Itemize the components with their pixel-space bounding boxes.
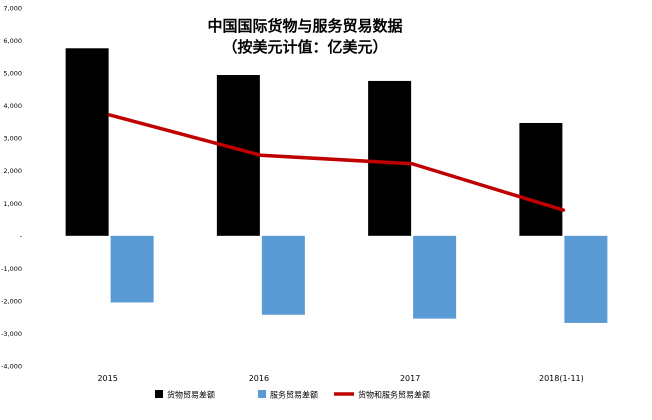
y-tick-label: 2,000 bbox=[3, 167, 22, 175]
chart-title-line2: （按美元计值：亿美元） bbox=[222, 38, 387, 56]
bar-goods-balance bbox=[217, 75, 260, 236]
y-tick-label: 7,000 bbox=[3, 5, 22, 13]
x-category-label: 2018(1-11) bbox=[539, 374, 584, 383]
bar-services-balance bbox=[262, 236, 305, 315]
x-category-label: 2017 bbox=[400, 374, 420, 383]
y-tick-label: -2,000 bbox=[1, 297, 22, 305]
x-category-label: 2016 bbox=[249, 374, 269, 383]
legend: 货物贸易差额 服务贸易差额 货物和服务贸易差额 bbox=[155, 390, 430, 400]
bar-services-balance bbox=[564, 236, 607, 323]
y-axis-ticks: -4,000-3,000-2,000-1,000-1,0002,0003,000… bbox=[1, 5, 23, 371]
line-total-balance bbox=[110, 115, 564, 210]
bar-goods-balance bbox=[519, 123, 562, 236]
line-series-group bbox=[110, 115, 564, 210]
legend-label: 货物贸易差额 bbox=[167, 390, 215, 400]
y-tick-label: -1,000 bbox=[1, 265, 22, 273]
x-axis-labels: 2015 2016 2017 2018(1-11) bbox=[97, 374, 583, 383]
bar-services-balance bbox=[111, 236, 154, 303]
legend-label: 货物和服务贸易差额 bbox=[358, 390, 430, 400]
x-category-label: 2015 bbox=[97, 374, 117, 383]
y-tick-label: 5,000 bbox=[3, 70, 22, 78]
y-tick-label: 3,000 bbox=[3, 135, 22, 143]
y-tick-label: 6,000 bbox=[3, 37, 22, 45]
y-tick-label: -4,000 bbox=[1, 363, 22, 371]
y-tick-label: -3,000 bbox=[1, 330, 22, 338]
y-tick-label: 1,000 bbox=[3, 200, 22, 208]
y-tick-label: 4,000 bbox=[3, 102, 22, 110]
legend-swatch bbox=[258, 390, 266, 398]
legend-label: 服务贸易差额 bbox=[270, 390, 318, 400]
bar-goods-balance bbox=[66, 48, 109, 236]
bar-services-balance bbox=[413, 236, 456, 319]
y-tick-label: - bbox=[20, 232, 23, 240]
bar-goods-balance bbox=[368, 81, 411, 236]
legend-swatch bbox=[155, 390, 163, 398]
chart-title-line1: 中国国际货物与服务贸易数据 bbox=[207, 17, 402, 35]
bars-group bbox=[66, 48, 608, 323]
